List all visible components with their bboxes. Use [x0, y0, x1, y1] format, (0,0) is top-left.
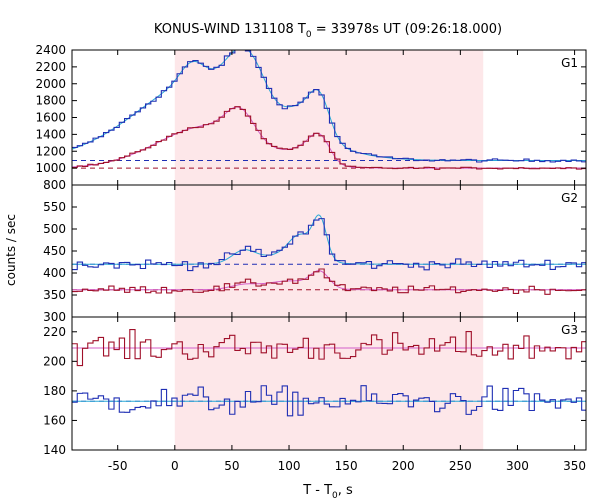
- x-tick-label: 200: [392, 459, 415, 473]
- x-tick-label: 150: [335, 459, 358, 473]
- x-tick-label: 50: [224, 459, 239, 473]
- y-tick-label: 450: [43, 244, 66, 258]
- y-tick-label: 1800: [35, 94, 66, 108]
- panel-g3: [72, 328, 586, 417]
- tick-layer: G180010001200140016001800200022002400G23…: [35, 43, 586, 473]
- y-tick-label: 300: [43, 310, 66, 324]
- count-histogram: [72, 328, 586, 367]
- y-tick-label: 800: [43, 178, 66, 192]
- x-axis-label: T - T0, s: [302, 483, 353, 500]
- y-tick-label: 200: [43, 354, 66, 368]
- panel-g2: [72, 214, 586, 295]
- x-tick-label: 350: [563, 459, 586, 473]
- x-tick-label: 250: [449, 459, 472, 473]
- y-tick-label: 400: [43, 266, 66, 280]
- y-tick-label: 160: [43, 413, 66, 427]
- count-histogram: [72, 218, 586, 272]
- y-tick-label: 500: [43, 222, 66, 236]
- y-tick-label: 1600: [35, 111, 66, 125]
- y-tick-label: 180: [43, 384, 66, 398]
- panel-g1: [72, 50, 586, 170]
- x-tick-label: 300: [506, 459, 529, 473]
- panel-frame: [71, 316, 587, 451]
- y-tick-label: 2000: [35, 77, 66, 91]
- x-tick-label: 0: [171, 459, 179, 473]
- y-tick-label: 220: [43, 325, 66, 339]
- panel-label: G2: [561, 191, 578, 205]
- y-tick-label: 2200: [35, 60, 66, 74]
- chart-title: KONUS-WIND 131108 T0 = 33978s UT (09:26:…: [154, 22, 502, 40]
- y-tick-label: 1200: [35, 144, 66, 158]
- y-tick-label: 1000: [35, 161, 66, 175]
- count-histogram: [72, 385, 586, 417]
- panel-label: G1: [561, 56, 578, 70]
- count-histogram: [72, 268, 586, 295]
- count-histogram: [72, 106, 586, 170]
- x-tick-label: -50: [108, 459, 128, 473]
- y-tick-label: 140: [43, 443, 66, 457]
- x-tick-label: 100: [278, 459, 301, 473]
- series-layer: [72, 50, 586, 417]
- y-tick-label: 1400: [35, 127, 66, 141]
- y-tick-label: 350: [43, 288, 66, 302]
- y-axis-label: counts / sec: [4, 214, 18, 286]
- y-tick-label: 550: [43, 200, 66, 214]
- panel-label: G3: [561, 323, 578, 337]
- count-histogram: [72, 50, 586, 163]
- y-tick-label: 2400: [35, 43, 66, 57]
